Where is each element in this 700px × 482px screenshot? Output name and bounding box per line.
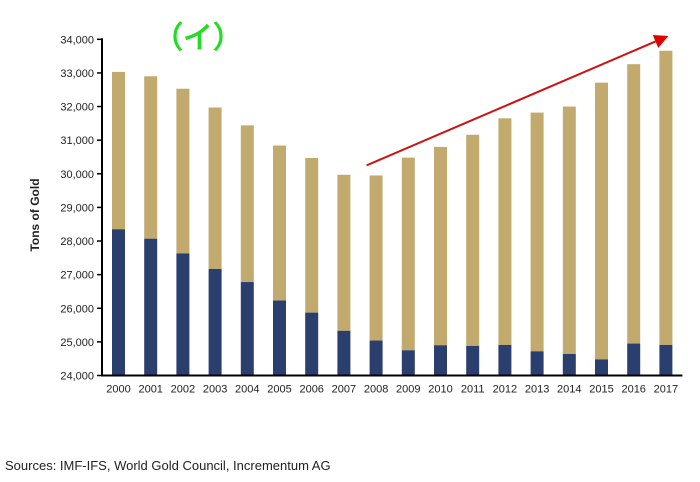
- bar-upper-2000: [112, 71, 125, 230]
- bar-lower-2002: [176, 253, 190, 376]
- bar-lower-2010: [434, 345, 447, 376]
- bar-lower-2012: [498, 344, 512, 376]
- annotation-label: （イ）: [153, 21, 243, 56]
- x-tick-label: 2003: [203, 384, 227, 396]
- x-tick-label: 2008: [364, 384, 388, 396]
- y-tick-label: 33,000: [60, 68, 94, 80]
- bar-lower-2000: [112, 229, 125, 376]
- y-tick-label: 24,000: [60, 371, 94, 383]
- bar-lower-2011: [466, 345, 480, 376]
- bar-upper-2005: [273, 145, 286, 301]
- y-tick-label: 32,000: [60, 102, 94, 114]
- y-tick-label: 28,000: [60, 236, 94, 248]
- y-tick-label: 25,000: [60, 337, 94, 349]
- x-tick-label: 2013: [525, 384, 549, 396]
- bar-lower-2006: [305, 312, 319, 376]
- x-ticks-group: 2000 2001 2002 2003 2004 2005 2006 2007 2008 2009…: [106, 384, 678, 396]
- bar-upper-2004: [240, 125, 254, 283]
- bar-upper-2012: [498, 118, 512, 345]
- bar-upper-2014: [562, 106, 576, 354]
- bar-lower-2007: [337, 330, 351, 376]
- x-tick-label: 2005: [267, 384, 291, 396]
- bar-upper-2003: [208, 107, 222, 269]
- x-tick-label: 2001: [138, 384, 162, 396]
- trend-arrow-head: [652, 35, 669, 48]
- trend-arrow: [366, 35, 669, 167]
- x-tick-label: 2010: [428, 384, 452, 396]
- y-tick-label: 26,000: [60, 303, 94, 315]
- x-tick-label: 2004: [235, 384, 259, 396]
- x-tick-label: 2017: [654, 384, 678, 396]
- y-axis-label: Tons of Gold: [28, 178, 42, 251]
- y-tick-label: 29,000: [60, 202, 94, 214]
- y-tick-label: 27,000: [60, 270, 94, 282]
- bar-lower-2008: [369, 340, 383, 376]
- bar-lower-2005: [273, 300, 286, 376]
- y-ticks-group: 24,000 25,000 26,000 27,000 28,000 29,000 30,0…: [60, 34, 102, 383]
- x-tick-label: 2016: [621, 384, 645, 396]
- bar-lower-2001: [144, 238, 158, 376]
- bar-upper-2016: [627, 64, 641, 344]
- x-tick-label: 2007: [332, 384, 356, 396]
- bar-upper-2017: [659, 50, 673, 345]
- bar-upper-2008: [369, 175, 383, 341]
- bar-upper-2006: [305, 157, 319, 313]
- x-tick-label: 2014: [557, 384, 581, 396]
- bar-upper-2011: [466, 134, 480, 346]
- bar-lower-2017: [659, 344, 673, 376]
- trend-arrow-line: [366, 40, 656, 167]
- bar-upper-2009: [401, 157, 415, 351]
- bar-lower-2009: [401, 350, 415, 376]
- bar-upper-2015: [595, 82, 608, 360]
- bar-upper-2002: [176, 88, 190, 254]
- x-tick-label: 2002: [171, 384, 195, 396]
- x-tick-label: 2000: [106, 384, 130, 396]
- bar-upper-2001: [144, 76, 158, 239]
- x-tick-label: 2009: [396, 384, 420, 396]
- bar-lower-2013: [530, 351, 544, 376]
- x-tick-label: 2011: [461, 384, 485, 396]
- bar-lower-2004: [240, 282, 254, 376]
- bar-lower-2003: [208, 268, 222, 376]
- x-tick-label: 2012: [493, 384, 517, 396]
- x-tick-label: 2006: [299, 384, 323, 396]
- bar-lower-2014: [562, 353, 576, 376]
- y-tick-label: 31,000: [60, 135, 94, 147]
- x-tick-label: 2015: [589, 384, 613, 396]
- bars-group: [112, 50, 673, 376]
- bar-upper-2013: [530, 112, 544, 352]
- y-tick-label: 34,000: [60, 34, 94, 46]
- bar-upper-2010: [434, 146, 447, 346]
- bar-lower-2016: [627, 343, 641, 376]
- bar-lower-2015: [595, 359, 608, 376]
- source-note: Sources: IMF-IFS, World Gold Council, In…: [5, 458, 331, 473]
- y-tick-label: 30,000: [60, 169, 94, 181]
- bar-upper-2007: [337, 174, 351, 331]
